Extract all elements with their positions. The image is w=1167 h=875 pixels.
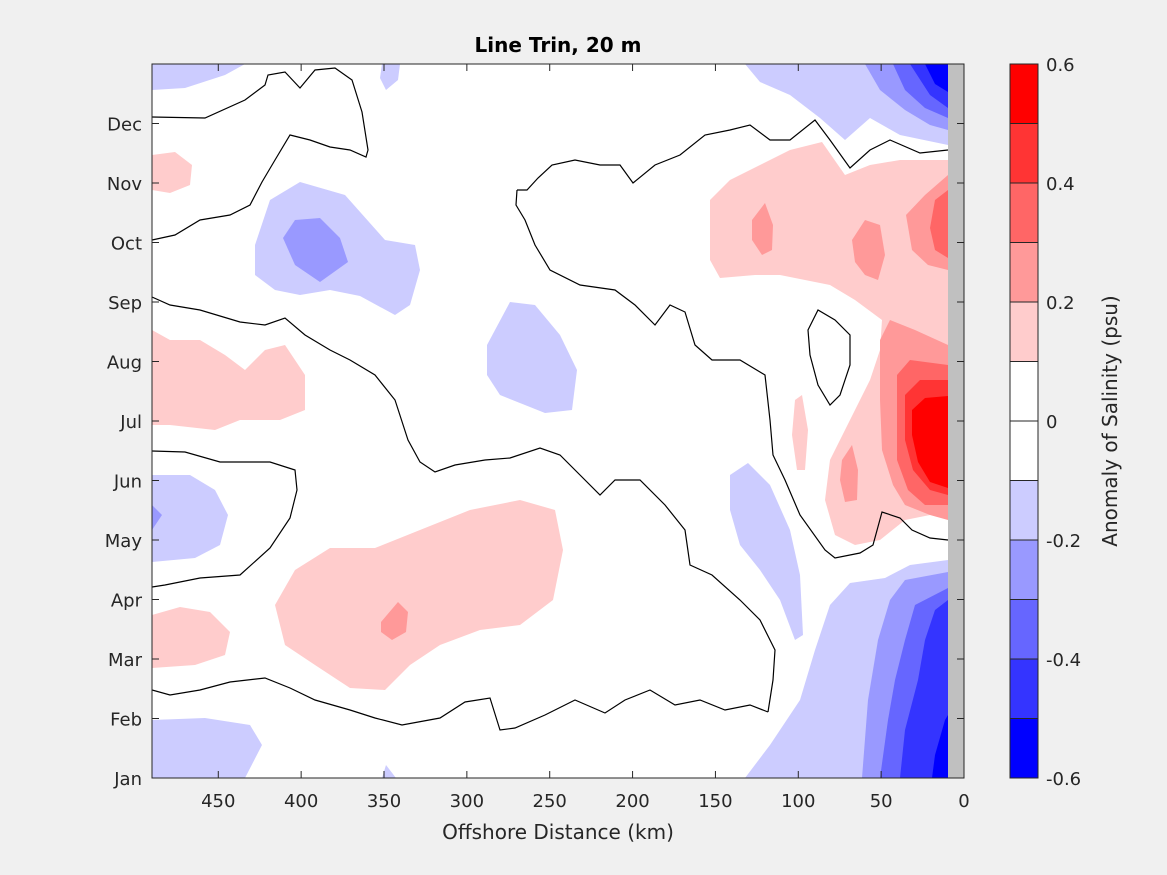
y-tick-label: May — [105, 531, 143, 552]
colorbar-segment — [1010, 540, 1038, 600]
fill-jun-blue — [730, 463, 803, 640]
colorbar-segment — [1010, 302, 1038, 362]
colorbar-tick-label: -0.6 — [1046, 769, 1081, 790]
colorbar-label: Anomaly of Salinity (psu) — [1098, 295, 1122, 546]
fill-nov-light-red — [152, 152, 192, 193]
colorbar-segment — [1010, 361, 1038, 421]
fill-jan-left-blue — [152, 718, 262, 778]
zero-contour-mid-right — [515, 189, 949, 559]
y-tick-label: Jan — [113, 769, 142, 790]
x-tick-label: 200 — [615, 791, 649, 812]
fill-oct-medium-red-2 — [852, 220, 885, 280]
colorbar-tick-label: 0.2 — [1046, 293, 1075, 314]
x-tick-label: 50 — [870, 791, 893, 812]
fill-apr-light-red — [152, 607, 230, 668]
colorbar-fills — [1010, 64, 1038, 778]
chart-title: Line Trin, 20 m — [475, 33, 642, 57]
x-axis-ticks: 450 400 350 300 250 200 150 100 50 0 — [201, 64, 970, 812]
fill-apr-medium-red — [381, 602, 408, 640]
y-tick-label: Nov — [107, 174, 142, 195]
colorbar-tick-label: 0.6 — [1046, 55, 1075, 76]
colorbar-segment — [1010, 183, 1038, 243]
fill-aug-blue — [487, 302, 577, 413]
zero-contour-right — [517, 119, 949, 191]
colorbar-tick-label: -0.4 — [1046, 650, 1081, 671]
colorbar-segment — [1010, 64, 1038, 124]
x-tick-label: 450 — [201, 791, 235, 812]
y-tick-label: Aug — [107, 353, 142, 374]
colorbar-segment — [1010, 599, 1038, 659]
colorbar-segment — [1010, 421, 1038, 481]
y-tick-label: Feb — [110, 710, 142, 731]
y-tick-label: Mar — [108, 650, 143, 671]
zero-contour-jun — [152, 450, 298, 588]
y-tick-label: Jul — [119, 412, 142, 433]
colorbar-tick-label: -0.2 — [1046, 531, 1081, 552]
y-tick-label: Sep — [108, 293, 142, 314]
colorbar-tick-label: 0 — [1046, 412, 1057, 433]
fill-jul-red-5 — [912, 396, 948, 488]
x-tick-label: 350 — [367, 791, 401, 812]
fill-may-blue — [152, 475, 228, 562]
colorbar: -0.6 -0.4 -0.2 0 0.2 0.4 0.6 Anomaly of Salini… — [1009, 55, 1122, 790]
y-tick-label: Apr — [111, 591, 143, 612]
x-axis-label: Offshore Distance (km) — [442, 820, 674, 844]
fill-jul-small-light-red — [792, 395, 808, 470]
colorbar-ticks: -0.6 -0.4 -0.2 0 0.2 0.4 0.6 — [1046, 55, 1081, 790]
x-tick-label: 300 — [450, 791, 484, 812]
x-tick-label: 0 — [958, 791, 969, 812]
contour-fills — [152, 64, 949, 778]
fill-jul-light-red — [152, 330, 305, 430]
fill-bottom-right-blue-5 — [932, 715, 948, 778]
y-tick-label: Jun — [113, 472, 142, 493]
colorbar-frame — [1009, 63, 1039, 779]
fill-bottom-right-blue-4 — [900, 600, 948, 778]
fill-apr-center-light-red — [275, 500, 563, 690]
colorbar-segment — [1010, 718, 1038, 778]
fill-oct-medium-red-1 — [752, 203, 773, 255]
fill-top-center-blue — [380, 64, 400, 90]
x-tick-label: 100 — [781, 791, 815, 812]
x-tick-label: 400 — [284, 791, 318, 812]
plot-area: 450 400 350 300 250 200 150 100 50 0 Jan Feb Mar Apr… — [105, 63, 970, 812]
colorbar-segment — [1010, 659, 1038, 719]
fill-oct-medium-blue — [283, 218, 348, 282]
colorbar-segment — [1010, 480, 1038, 540]
fill-oct-red-3 — [930, 190, 948, 258]
fill-jan-center-blue — [382, 765, 396, 778]
colorbar-segment — [1010, 123, 1038, 183]
fill-top-left-blue — [152, 64, 245, 90]
x-tick-label: 250 — [533, 791, 567, 812]
colorbar-tick-label: 0.4 — [1046, 174, 1075, 195]
y-tick-label: Dec — [107, 115, 142, 136]
x-tick-label: 150 — [698, 791, 732, 812]
zero-contour-sep — [152, 296, 776, 713]
zero-contour-aug-loop — [807, 309, 851, 406]
y-axis-ticks: Jan Feb Mar Apr May Jun Jul Aug Sep Oct Nov Dec — [105, 115, 964, 790]
fill-jun-medium-red — [840, 445, 858, 502]
zero-contour-feb — [152, 677, 769, 731]
colorbar-segment — [1010, 242, 1038, 302]
fill-top-right-blue-5 — [925, 64, 948, 92]
fill-may-medium-blue — [152, 505, 162, 530]
zero-contours — [152, 67, 949, 731]
y-tick-label: Oct — [111, 234, 142, 255]
zero-contour-top-left — [152, 67, 369, 241]
